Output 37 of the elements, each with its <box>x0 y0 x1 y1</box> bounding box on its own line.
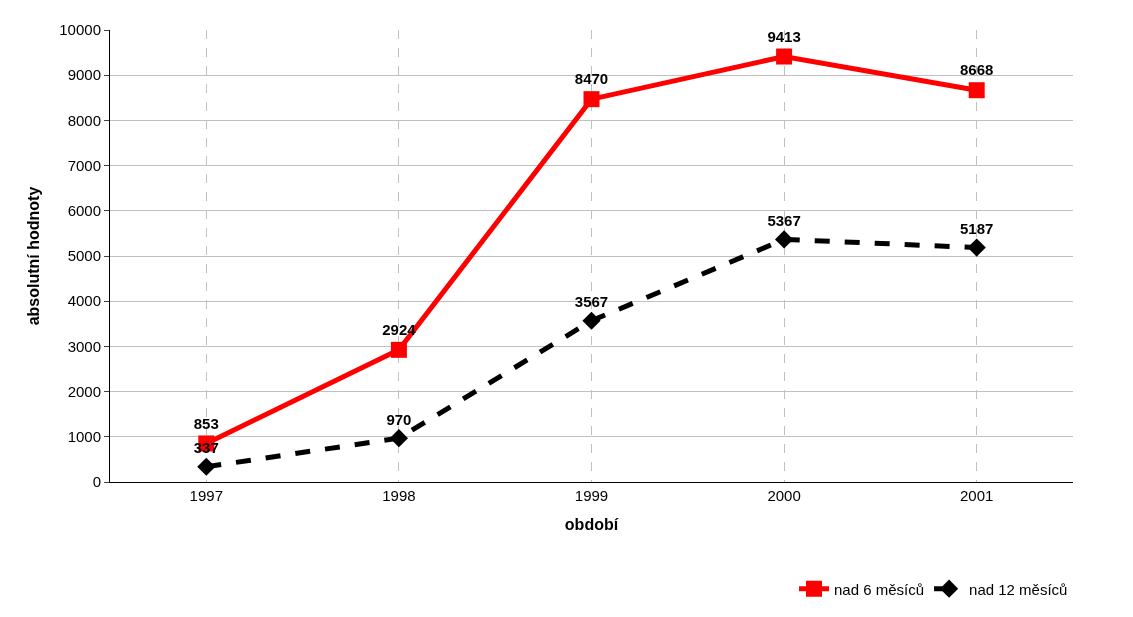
y-tick-label: 3000 <box>67 337 101 355</box>
point <box>390 341 407 358</box>
x-tick-label: 1998 <box>382 487 416 504</box>
y-tick-label: 0 <box>92 473 101 491</box>
y-tick-label: 7000 <box>67 156 101 174</box>
x-tick-label: 1999 <box>574 487 609 504</box>
point <box>968 82 985 99</box>
data-label: 8470 <box>574 70 609 88</box>
y-tick-label: 5000 <box>67 247 101 265</box>
data-label: 8668 <box>960 61 994 79</box>
data-label: 5187 <box>960 220 994 238</box>
point <box>776 48 793 65</box>
point <box>775 230 794 249</box>
data-label: 9413 <box>767 27 801 45</box>
y-tick-label: 10000 <box>59 21 101 39</box>
y-tick-label: 1000 <box>67 428 101 446</box>
data-label: 3567 <box>574 293 609 311</box>
x-tick-label: 2000 <box>767 487 801 504</box>
data-label: 5367 <box>767 211 801 229</box>
legend-label: nad 12 měsíců <box>969 580 1068 598</box>
point <box>197 457 216 476</box>
y-axis-title: absolutní hodnoty <box>25 186 43 326</box>
y-tick-label: 2000 <box>67 382 101 400</box>
x-tick-label: 2001 <box>960 487 994 504</box>
x-axis-title: období <box>564 515 619 533</box>
x-tick-label: 1997 <box>189 487 223 504</box>
data-label: 853 <box>193 414 219 432</box>
y-tick-label: 4000 <box>67 292 101 310</box>
y-tick-label: 8000 <box>67 111 101 129</box>
point <box>967 238 986 257</box>
y-tick-label: 6000 <box>67 202 101 220</box>
y-tick-label: 9000 <box>67 66 101 84</box>
data-label: 970 <box>386 410 412 428</box>
point <box>389 429 408 448</box>
legend-label: nad 6 měsíců <box>834 580 925 598</box>
point <box>583 91 600 108</box>
point <box>582 311 601 330</box>
